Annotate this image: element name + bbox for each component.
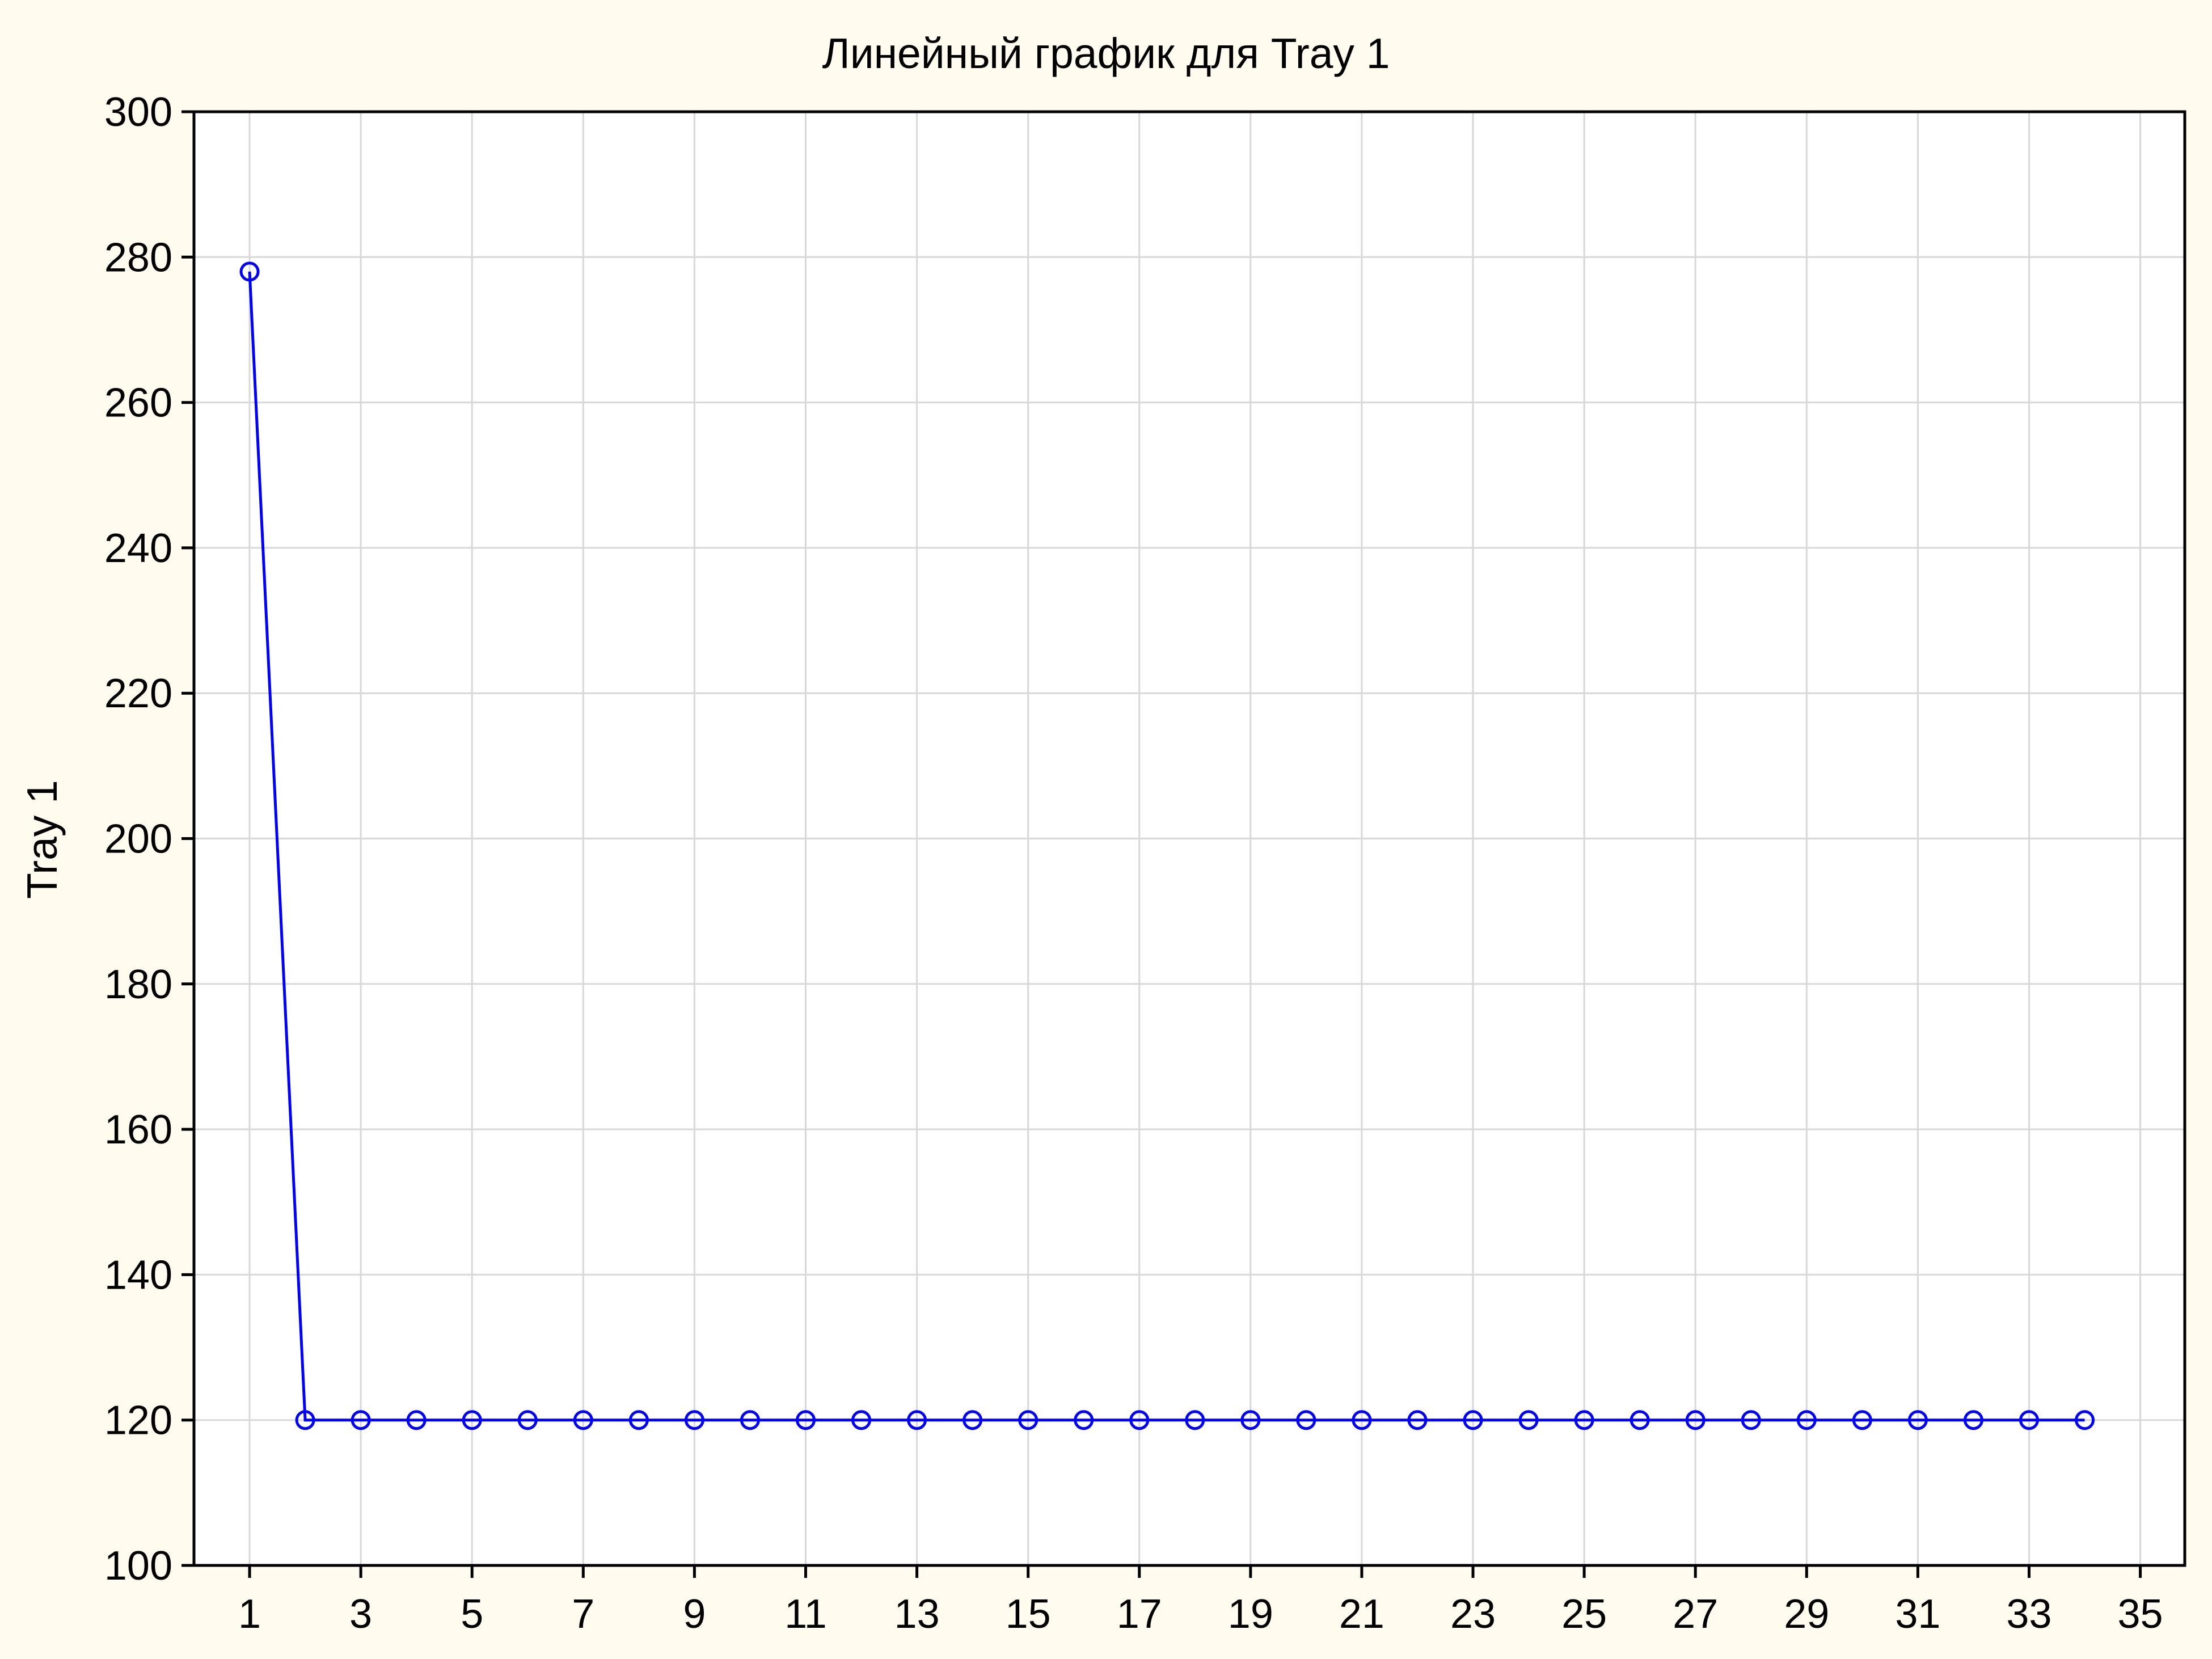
data-point (1185, 1410, 1205, 1430)
data-point (1074, 1410, 1094, 1430)
data-point (795, 1410, 816, 1430)
x-tick-label: 25 (1561, 1592, 1607, 1637)
data-point (573, 1410, 593, 1430)
data-point (239, 261, 260, 282)
data-point (1240, 1410, 1261, 1430)
data-point (1796, 1410, 1817, 1430)
data-point (1463, 1410, 1483, 1430)
x-tick-label: 3 (349, 1592, 372, 1637)
y-tick-label: 180 (104, 962, 172, 1007)
y-axis-label: Tray 1 (18, 780, 66, 899)
x-tick-label: 21 (1339, 1592, 1384, 1637)
x-tick-label: 15 (1006, 1592, 1051, 1637)
data-point (1518, 1410, 1539, 1430)
data-point (1741, 1410, 1761, 1430)
series-layer (239, 261, 2095, 1430)
data-point (851, 1410, 872, 1430)
data-point (1296, 1410, 1316, 1430)
y-tick-label: 100 (104, 1543, 172, 1589)
data-point (628, 1410, 649, 1430)
x-tick-label: 31 (1895, 1592, 1940, 1637)
y-tick-label: 280 (104, 235, 172, 280)
x-tick-label: 35 (2118, 1592, 2163, 1637)
data-point (2019, 1410, 2039, 1430)
x-tick-label: 9 (683, 1592, 706, 1637)
x-tick-label: 17 (1117, 1592, 1162, 1637)
data-point (963, 1410, 983, 1430)
data-point (907, 1410, 927, 1430)
data-point (1407, 1410, 1428, 1430)
data-point (684, 1410, 704, 1430)
data-point (406, 1410, 427, 1430)
y-tick-label: 140 (104, 1252, 172, 1298)
y-tick-label: 300 (104, 90, 172, 135)
data-point (1352, 1410, 1372, 1430)
data-point (351, 1410, 371, 1430)
x-tick-label: 27 (1673, 1592, 1718, 1637)
data-point (1852, 1410, 1872, 1430)
series-line (248, 271, 2085, 1422)
y-tick-label: 200 (104, 817, 172, 862)
plot-frame (192, 110, 2186, 1567)
y-tick-label: 160 (104, 1107, 172, 1153)
y-tick-label: 220 (104, 671, 172, 716)
data-point (740, 1410, 760, 1430)
data-point (517, 1410, 538, 1430)
chart-title: Линейный график для Tray 1 (822, 29, 1390, 77)
x-tick-label: 33 (2006, 1592, 2051, 1637)
x-tick-label: 29 (1784, 1592, 1829, 1637)
x-tick-label: 13 (894, 1592, 940, 1637)
data-point (1630, 1410, 1650, 1430)
data-point (462, 1410, 482, 1430)
axes: 1 3 5 7 9 11 13 15 17 19 21 23 25 27 29 31 33 35100120140… (104, 90, 2163, 1637)
data-point (2075, 1410, 2095, 1430)
x-tick-label: 19 (1228, 1592, 1273, 1637)
x-tick-label: 23 (1450, 1592, 1496, 1637)
x-tick-label: 11 (784, 1592, 827, 1637)
data-point (1018, 1410, 1039, 1430)
data-point (1963, 1410, 1983, 1430)
y-tick-label: 240 (104, 526, 172, 571)
x-tick-label: 7 (572, 1592, 594, 1637)
data-point (1574, 1410, 1594, 1430)
data-point (295, 1410, 315, 1430)
data-point (1907, 1410, 1928, 1430)
x-tick-label: 5 (461, 1592, 483, 1637)
data-point (1129, 1410, 1150, 1430)
y-tick-label: 260 (104, 381, 172, 426)
x-tick-label: 1 (238, 1592, 261, 1637)
data-point (1685, 1410, 1706, 1430)
y-tick-label: 120 (104, 1398, 172, 1443)
